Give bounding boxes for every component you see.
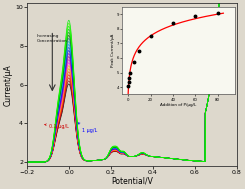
X-axis label: Potential/V: Potential/V xyxy=(111,177,153,186)
Text: Increasing
Concentration: Increasing Concentration xyxy=(37,34,67,43)
Text: 0.1 μg/L: 0.1 μg/L xyxy=(45,124,69,129)
Y-axis label: Current/μA: Current/μA xyxy=(3,64,12,106)
Text: 1 μg/L: 1 μg/L xyxy=(78,123,98,133)
